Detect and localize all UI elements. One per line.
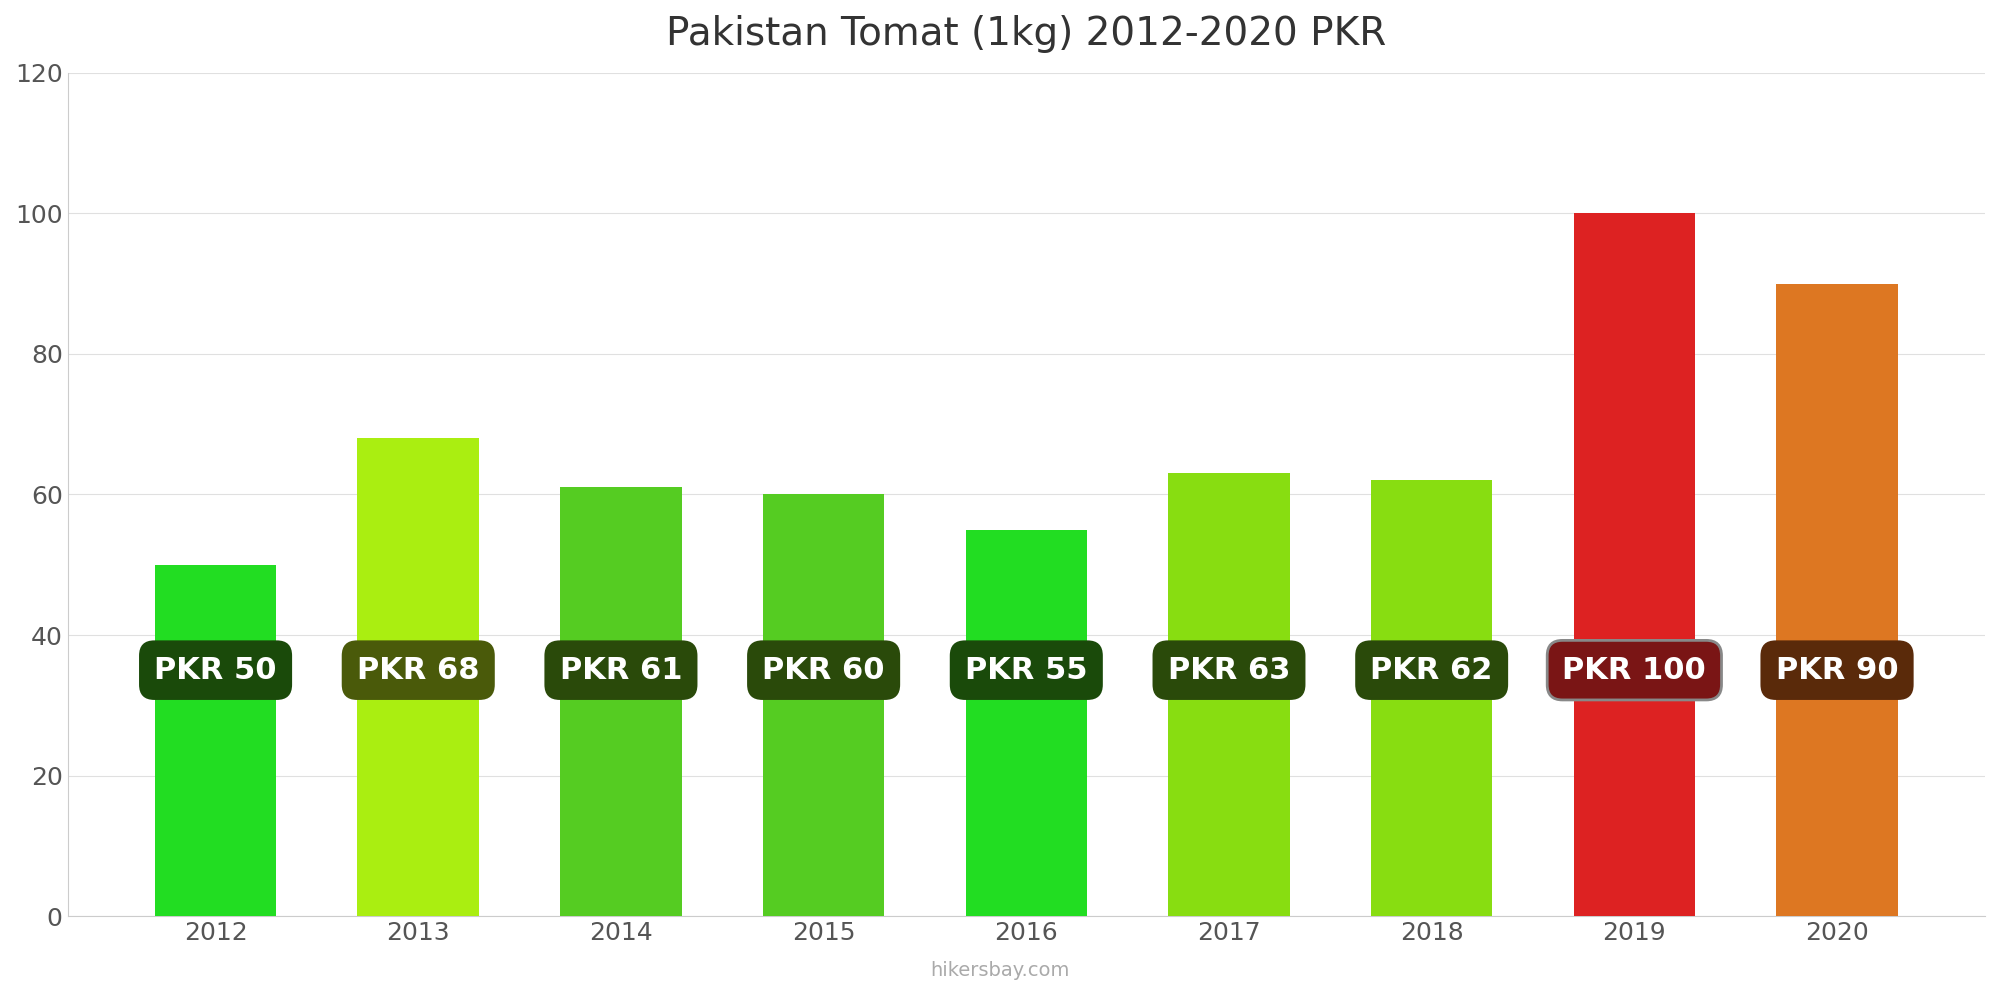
Bar (154, 565, 276, 916)
Text: PKR 90: PKR 90 (1776, 656, 1898, 685)
Text: PKR 100: PKR 100 (1562, 656, 1706, 685)
Text: PKR 55: PKR 55 (966, 656, 1088, 685)
Text: PKR 50: PKR 50 (154, 656, 276, 685)
Text: PKR 68: PKR 68 (358, 656, 480, 685)
Title: Pakistan Tomat (1kg) 2012-2020 PKR: Pakistan Tomat (1kg) 2012-2020 PKR (666, 15, 1386, 53)
Bar (762, 494, 884, 916)
Bar (1574, 213, 1696, 916)
Text: PKR 62: PKR 62 (1370, 656, 1492, 685)
Bar (1168, 473, 1290, 916)
Bar (1370, 480, 1492, 916)
Text: PKR 63: PKR 63 (1168, 656, 1290, 685)
Bar (966, 530, 1088, 916)
Bar (1776, 284, 1898, 916)
Bar (358, 438, 480, 916)
Text: PKR 61: PKR 61 (560, 656, 682, 685)
Text: PKR 60: PKR 60 (762, 656, 884, 685)
Text: hikersbay.com: hikersbay.com (930, 961, 1070, 980)
Bar (560, 487, 682, 916)
